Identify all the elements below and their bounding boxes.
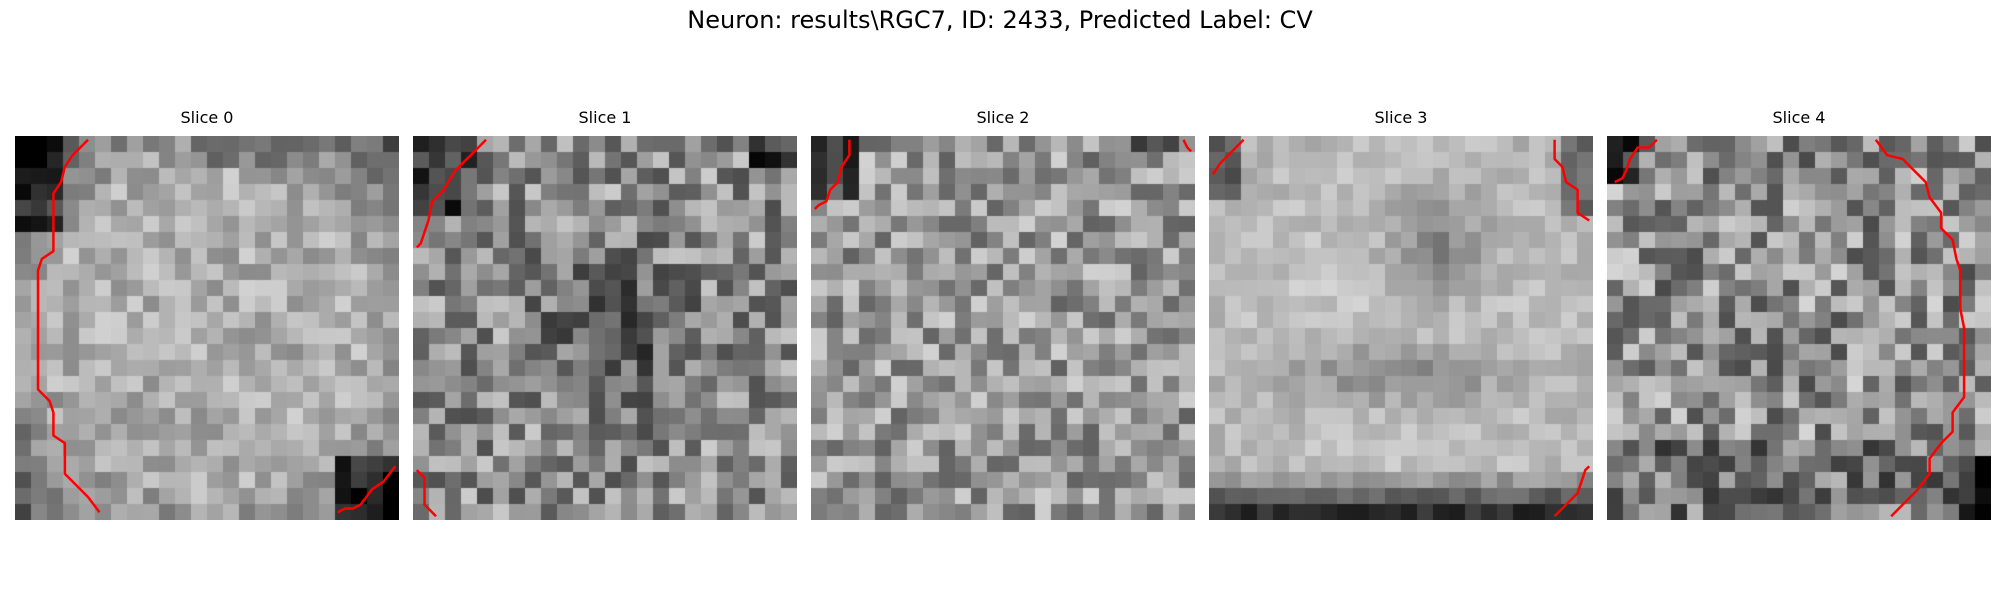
figure-title: Neuron: results\RGC7, ID: 2433, Predicte… xyxy=(687,6,1313,34)
contour-overlay xyxy=(813,139,1193,210)
slice-title: Slice 1 xyxy=(578,108,632,127)
contour-line xyxy=(337,465,397,514)
slice-image xyxy=(811,136,1195,520)
slice-title: Slice 2 xyxy=(976,108,1030,127)
contour-overlay xyxy=(36,138,397,514)
contour-line xyxy=(1553,465,1591,518)
slice-panel-0: Slice 0 xyxy=(15,108,399,520)
contour-line xyxy=(36,138,101,514)
slice-panel-1: Slice 1 xyxy=(413,108,797,520)
contour-line xyxy=(1182,139,1193,153)
slice-title: Slice 3 xyxy=(1374,108,1428,127)
slice-panel-2: Slice 2 xyxy=(811,108,1195,520)
contour-line xyxy=(1614,138,1658,184)
slice-panel-4: Slice 4 xyxy=(1607,108,1991,520)
contour-line xyxy=(1553,139,1590,222)
slice-title: Slice 4 xyxy=(1772,108,1826,127)
slice-image xyxy=(15,136,399,520)
contour-line xyxy=(415,469,437,518)
contour-overlay xyxy=(1211,138,1591,518)
contour-overlay xyxy=(415,138,487,518)
contour-overlay xyxy=(1614,138,1966,518)
slice-image xyxy=(1607,136,1991,520)
contour-line xyxy=(813,139,851,210)
contour-line xyxy=(1874,139,1966,518)
slice-panel-3: Slice 3 xyxy=(1209,108,1593,520)
slice-image xyxy=(413,136,797,520)
contour-line xyxy=(415,138,487,249)
contour-line xyxy=(1211,138,1245,176)
slice-image xyxy=(1209,136,1593,520)
slice-title: Slice 0 xyxy=(180,108,234,127)
